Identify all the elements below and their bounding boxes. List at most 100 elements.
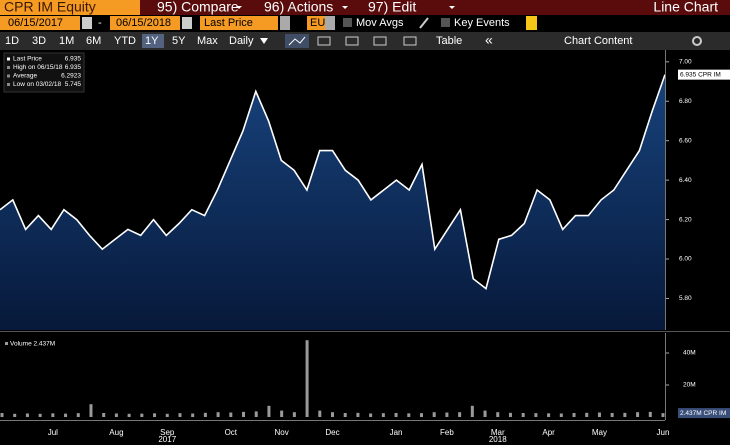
- volume-bar: [432, 412, 436, 417]
- volume-bar: [242, 411, 246, 417]
- field: Last Price: [204, 17, 253, 29]
- settings-icon[interactable]: [692, 36, 702, 46]
- volume-bar: [610, 413, 614, 417]
- x-tick-label: Nov: [275, 428, 289, 437]
- range-buttons: 1D 3D 1M 6M YTD 1Y 5Y Max: [5, 34, 218, 48]
- volume-bar: [407, 413, 411, 417]
- legend-box: [3, 52, 85, 93]
- volume-bar: [331, 412, 334, 417]
- volume-bar: [458, 412, 462, 417]
- chart-content-button[interactable]: Chart Content: [564, 35, 632, 47]
- y-tick-label: 7.00: [679, 59, 692, 66]
- volume-bar: [547, 413, 551, 417]
- volume-legend-swatch: [5, 342, 8, 345]
- range-button[interactable]: 6M: [86, 35, 101, 47]
- volume-bar: [572, 413, 576, 417]
- range-button[interactable]: 1Y: [145, 35, 159, 47]
- frequency[interactable]: Daily: [229, 35, 254, 47]
- ticker: CPR IM Equity: [4, 0, 96, 15]
- x-tick-label: Aug: [109, 428, 123, 437]
- range-button[interactable]: 1D: [5, 35, 19, 47]
- pencil-icon[interactable]: [419, 17, 429, 29]
- dropdown-arrow: [449, 6, 455, 9]
- x-tick-label: Sep: [160, 428, 175, 437]
- range-button[interactable]: 1M: [59, 35, 74, 47]
- field-dropdown[interactable]: [280, 16, 290, 30]
- volume-bar: [25, 413, 29, 417]
- volume-bar: [191, 413, 195, 417]
- x-tick-label: Mar: [491, 428, 505, 437]
- volume-panel: [0, 333, 665, 420]
- volume-bar: [0, 413, 4, 417]
- volume-bar: [661, 413, 665, 417]
- legend-swatch: [7, 83, 10, 86]
- title-bar: [0, 0, 730, 15]
- y-tick-label: 6.60: [679, 137, 692, 144]
- volume-bar: [153, 413, 157, 417]
- legend-value: 6.935: [65, 56, 82, 63]
- volume-bar: [216, 412, 220, 417]
- y-tick-label: 20M: [683, 382, 696, 389]
- calendar-icon[interactable]: [182, 17, 192, 29]
- volume-bar: [559, 413, 563, 417]
- tool-icon[interactable]: [345, 36, 359, 46]
- volume-bar: [597, 412, 601, 417]
- y-tick-label: 40M: [683, 350, 696, 357]
- date-separator: -: [98, 17, 102, 29]
- start-date-field[interactable]: [0, 16, 80, 30]
- tool-icon[interactable]: [403, 36, 417, 46]
- last-price-tag: 6.935 CPR IM: [680, 71, 721, 78]
- ticker-field[interactable]: [0, 0, 130, 15]
- volume-bar: [585, 412, 589, 417]
- range-button[interactable]: 3D: [32, 35, 46, 47]
- tool-icon[interactable]: [317, 36, 331, 46]
- x-year-label: 2018: [489, 435, 507, 444]
- currency-dropdown[interactable]: [325, 16, 335, 30]
- volume-bar: [445, 412, 449, 417]
- field-select[interactable]: [200, 16, 278, 30]
- table-button[interactable]: Table: [436, 35, 462, 47]
- mov-avgs-checkbox[interactable]: [343, 18, 352, 27]
- end-date-field[interactable]: [110, 16, 180, 30]
- volume-bar: [521, 413, 525, 417]
- x-tick-label: Feb: [440, 428, 454, 437]
- y-tick-label: 6.40: [679, 177, 692, 184]
- x-tick-label: Jan: [390, 428, 403, 437]
- volume-bar: [102, 413, 106, 417]
- price-line: [0, 74, 666, 290]
- menu-actions[interactable]: 96) Actions: [264, 0, 333, 15]
- volume-bar: [254, 411, 258, 417]
- calendar-icon[interactable]: [82, 17, 92, 29]
- last-tag-box: [678, 408, 730, 419]
- range-button[interactable]: 5Y: [172, 35, 186, 47]
- volume-bar: [496, 412, 500, 417]
- view-name: Line Chart: [653, 0, 718, 15]
- volume-bar: [305, 340, 309, 417]
- ticker-dropdown[interactable]: [130, 0, 140, 15]
- volume-bar: [203, 412, 207, 417]
- plot-layer: 5.80 6.00 6.20 6.40 6.60 6.80 7.00 6.935 CPR IM…: [0, 50, 730, 444]
- end-date: 06/15/2018: [116, 17, 171, 29]
- key-events-checkbox[interactable]: [441, 18, 450, 27]
- volume-bar: [318, 410, 322, 417]
- range-button[interactable]: Max: [197, 35, 218, 47]
- last-volume-tag: 2.437M CPR IM: [680, 410, 726, 417]
- volume-bar: [381, 413, 385, 417]
- line-tool-icon: [288, 36, 306, 46]
- legend-value: 5.745: [65, 81, 82, 88]
- tool-icon[interactable]: [373, 36, 387, 46]
- collapse-button[interactable]: «: [485, 32, 493, 48]
- volume-bar: [419, 413, 423, 417]
- legend-value: 6.935: [65, 64, 82, 71]
- x-tick-label: Jun: [657, 428, 670, 437]
- menu-compare[interactable]: 95) Compare: [157, 0, 239, 15]
- y-tick-label: 5.80: [679, 295, 692, 302]
- volume-bar: [292, 412, 296, 417]
- volume-bar: [51, 413, 55, 417]
- volume-bar: [508, 412, 512, 417]
- menu-edit[interactable]: 97) Edit: [368, 0, 416, 15]
- info-icon[interactable]: [526, 16, 537, 30]
- range-button[interactable]: YTD: [114, 35, 136, 47]
- volume-bar: [165, 413, 169, 417]
